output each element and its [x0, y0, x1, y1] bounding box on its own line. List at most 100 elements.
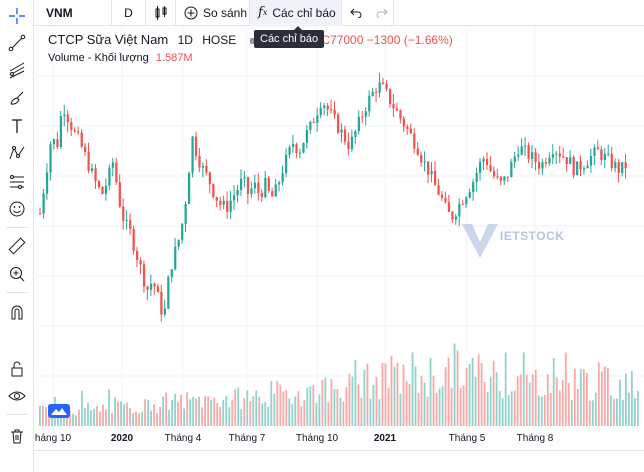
- symbol-title: CTCP Sữa Việt Nam: [48, 32, 169, 47]
- chart-canvas[interactable]: [35, 26, 644, 430]
- candle-body: [298, 152, 302, 154]
- price-chart[interactable]: [35, 26, 644, 430]
- volume-bar: [615, 398, 618, 426]
- volume-bar: [177, 401, 180, 426]
- volume-bar: [306, 387, 309, 426]
- brush-button[interactable]: [5, 86, 29, 110]
- emoji-button[interactable]: [5, 197, 29, 221]
- zoom-in-button[interactable]: [5, 262, 29, 286]
- lock-button[interactable]: [5, 357, 29, 381]
- candle-body: [56, 139, 59, 148]
- undo-button[interactable]: [342, 0, 370, 26]
- prediction-button[interactable]: [5, 169, 29, 193]
- volume-bar: [216, 403, 219, 426]
- volume-bar: [318, 394, 321, 426]
- volume-bar: [618, 379, 621, 426]
- candle-body: [319, 107, 322, 116]
- indicators-label: Các chỉ báo: [272, 5, 336, 20]
- time-label: 2020: [110, 433, 134, 444]
- ruler-button[interactable]: [5, 234, 29, 258]
- volume-bar: [144, 399, 146, 426]
- pattern-icon: [9, 146, 25, 160]
- volume-bar: [597, 362, 600, 426]
- pitchfork-button[interactable]: [5, 58, 29, 82]
- candle-body: [371, 91, 374, 96]
- candle-body: [461, 203, 464, 205]
- candle-body: [45, 172, 49, 194]
- candle-body: [139, 260, 142, 265]
- volume-bar: [204, 395, 207, 426]
- candle-body: [125, 219, 128, 221]
- candle-body: [215, 196, 218, 201]
- toolbar-divider: [6, 414, 28, 415]
- candle-body: [84, 146, 87, 153]
- pattern-button[interactable]: [5, 141, 29, 165]
- volume-bar: [492, 360, 495, 426]
- watermark-text: IETSTOCK: [500, 229, 565, 243]
- volume-bar: [447, 357, 450, 426]
- candle-body: [191, 136, 194, 174]
- candle-body: [333, 109, 336, 115]
- volume-bar: [438, 388, 441, 426]
- volume-bar: [162, 396, 165, 426]
- volume-bar: [312, 385, 315, 426]
- volume-bar: [126, 402, 128, 426]
- candle-body: [253, 182, 257, 189]
- candle-body: [343, 129, 347, 142]
- interval-button[interactable]: D: [112, 0, 146, 26]
- volume-value: 1.587M: [155, 52, 193, 64]
- emoji-icon: [9, 201, 25, 217]
- lock-icon: [11, 361, 23, 377]
- candle-body: [149, 283, 153, 290]
- volume-legend: Volume - Khối lượng 1.587M: [48, 52, 193, 64]
- volume-bar: [396, 362, 399, 426]
- crosshair-button[interactable]: [5, 4, 29, 28]
- trend-line-button[interactable]: [5, 31, 29, 55]
- volume-bar: [612, 398, 615, 426]
- candle-body: [340, 129, 343, 133]
- volume-bar: [501, 397, 504, 426]
- volume-bar: [69, 410, 71, 426]
- volume-bar: [150, 410, 152, 426]
- candle-body: [163, 308, 166, 315]
- candle-body: [104, 185, 108, 194]
- candle-body: [153, 283, 156, 287]
- text-icon: [12, 119, 22, 133]
- candle-body: [437, 185, 440, 195]
- candle-body: [94, 168, 97, 182]
- candle-body: [184, 204, 187, 224]
- candle-body: [42, 193, 45, 214]
- volume-bar: [288, 398, 291, 426]
- chart-type-button[interactable]: [146, 0, 176, 26]
- magnet-button[interactable]: [5, 300, 29, 324]
- volume-bar: [231, 400, 234, 426]
- candle-body: [236, 190, 239, 196]
- volume-bar: [420, 375, 423, 426]
- volume-bar: [609, 395, 612, 426]
- redo-button[interactable]: [370, 0, 394, 26]
- volume-bar: [360, 397, 363, 426]
- volume-bar: [123, 404, 125, 426]
- time-label: Tháng 4: [164, 433, 202, 444]
- volume-bar: [45, 406, 47, 426]
- volume-bar: [228, 407, 231, 426]
- toolbar-divider: [6, 227, 28, 228]
- time-axis[interactable]: háng 10 2020 Tháng 4 Tháng 7 Tháng 10 20…: [35, 430, 644, 450]
- text-button[interactable]: [5, 114, 29, 138]
- visibility-button[interactable]: [5, 384, 29, 408]
- volume-bar: [348, 373, 351, 426]
- candle-body: [239, 178, 243, 191]
- volume-bar: [366, 363, 369, 426]
- plus-circle-icon: [184, 6, 198, 20]
- candle-body: [489, 165, 492, 172]
- volume-bar: [195, 398, 198, 426]
- symbol-search-button[interactable]: VNM: [0, 0, 112, 26]
- delete-drawings-button[interactable]: [5, 424, 29, 448]
- candle-body: [278, 182, 281, 185]
- candle-body: [174, 246, 177, 270]
- volume-bar: [486, 392, 489, 426]
- chart-logo-badge[interactable]: [48, 404, 70, 418]
- candle-body: [468, 192, 471, 198]
- compare-button[interactable]: So sánh: [176, 0, 250, 26]
